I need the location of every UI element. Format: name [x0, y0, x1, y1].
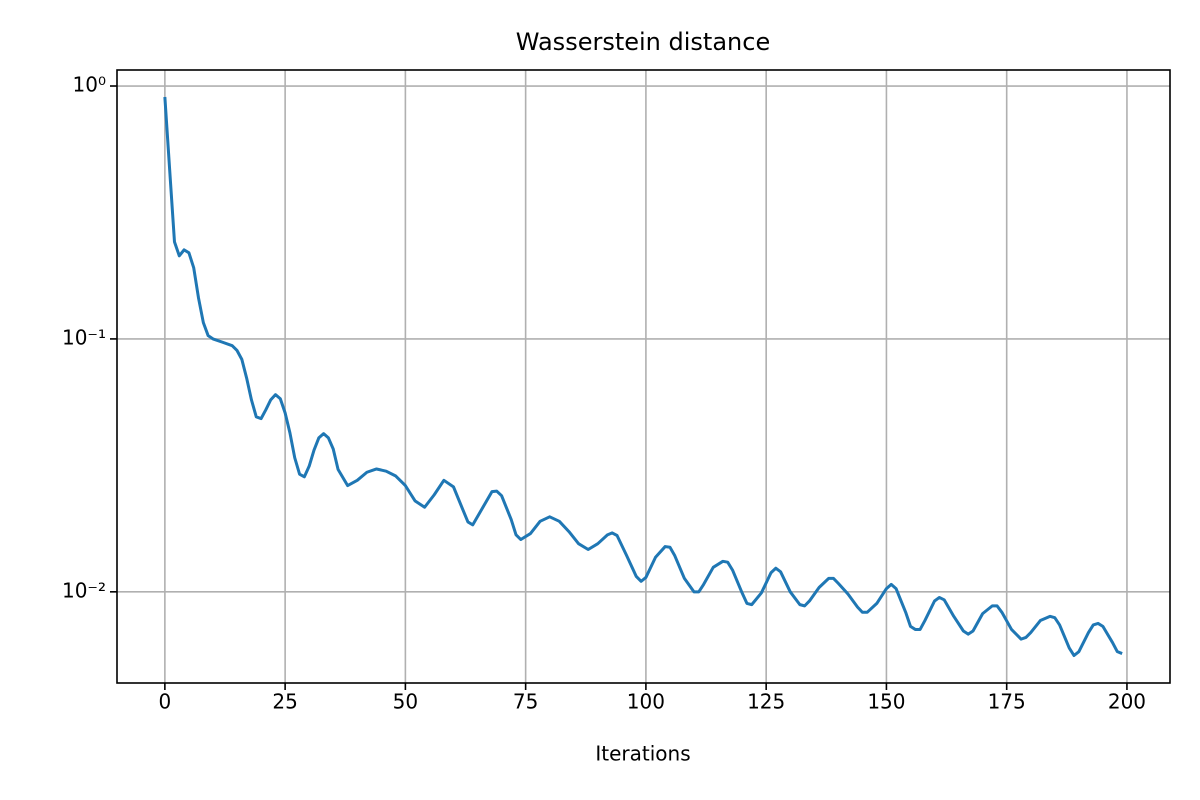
x-tick-label: 50 [393, 690, 418, 714]
x-tick-label: 0 [158, 690, 171, 714]
x-tick-label: 75 [513, 690, 538, 714]
y-tick-label: 10⁻² [62, 578, 106, 602]
plot-frame [116, 69, 1171, 684]
x-axis-label: Iterations [595, 742, 690, 766]
y-tick-label: 10⁻¹ [62, 325, 106, 349]
x-tick-label: 175 [988, 690, 1026, 714]
x-tick-label: 150 [867, 690, 905, 714]
x-tick-label: 25 [272, 690, 297, 714]
chart-title: Wasserstein distance [516, 28, 770, 56]
x-tick-label: 125 [747, 690, 785, 714]
x-tick-label: 200 [1108, 690, 1146, 714]
x-tick-label: 100 [627, 690, 665, 714]
data-line [163, 96, 1123, 658]
y-tick-label: 10⁰ [73, 73, 106, 97]
